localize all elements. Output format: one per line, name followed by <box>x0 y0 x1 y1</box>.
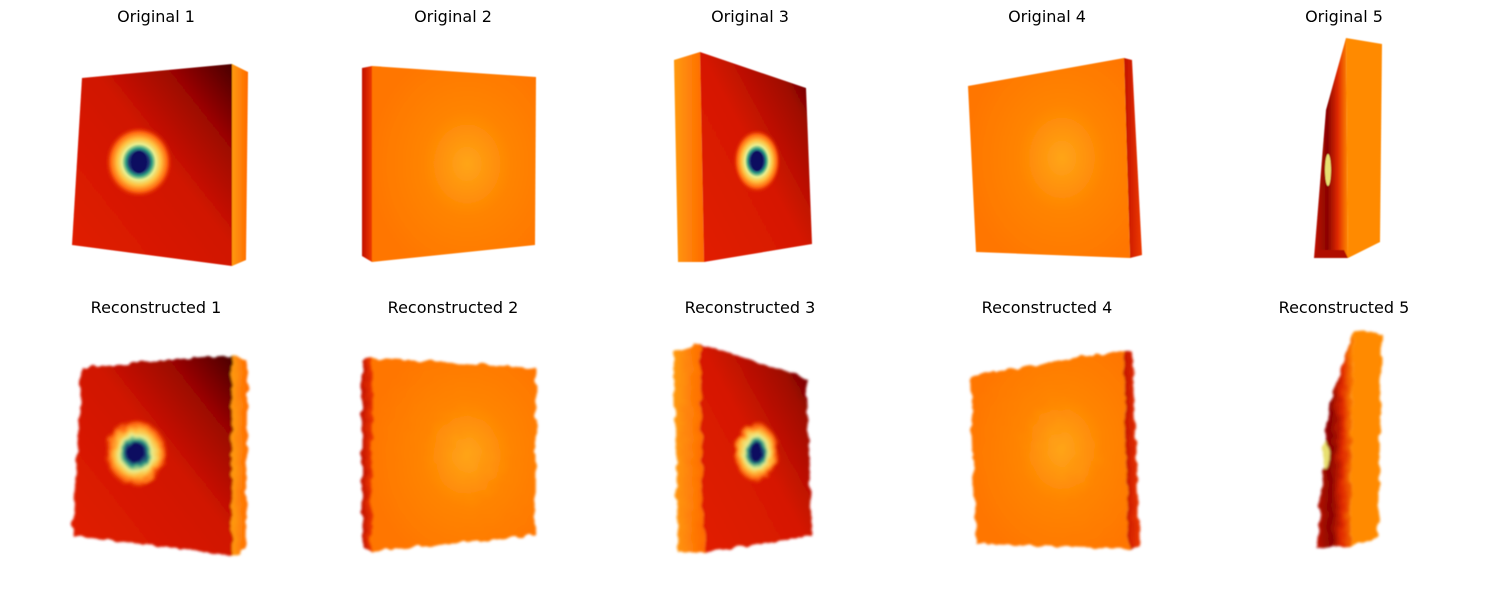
original-1-render <box>72 64 248 266</box>
title-reconstructed-1: Reconstructed 1 <box>90 298 222 317</box>
title-original-2: Original 2 <box>414 7 492 26</box>
title-reconstructed-2: Reconstructed 2 <box>387 298 519 317</box>
title-reconstructed-4: Reconstructed 4 <box>981 298 1113 317</box>
reconstructed-2-render <box>362 358 536 552</box>
title-original-1: Original 1 <box>117 7 195 26</box>
title-original-3: Original 3 <box>711 7 789 26</box>
original-4-render <box>968 58 1142 258</box>
original-3-render <box>674 52 812 262</box>
title-reconstructed-3: Reconstructed 3 <box>684 298 816 317</box>
reconstructed-3-render <box>674 344 812 552</box>
title-original-5: Original 5 <box>1305 7 1383 26</box>
original-5-render <box>1314 38 1382 258</box>
reconstructed-5-render <box>1316 330 1382 548</box>
reconstructed-4-render <box>970 350 1140 548</box>
reconstructed-1-render <box>72 355 248 556</box>
original-2-render <box>362 66 536 262</box>
title-reconstructed-5: Reconstructed 5 <box>1278 298 1410 317</box>
title-original-4: Original 4 <box>1008 7 1086 26</box>
